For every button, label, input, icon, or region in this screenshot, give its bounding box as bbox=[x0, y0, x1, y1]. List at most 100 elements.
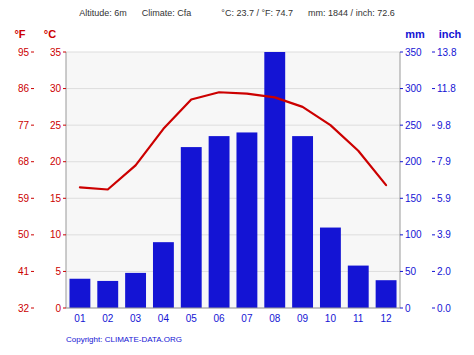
tick bbox=[31, 125, 34, 126]
tick-label: 68 bbox=[18, 156, 30, 167]
plot-area bbox=[66, 52, 400, 308]
tick-label: 50 bbox=[18, 229, 30, 240]
bar bbox=[181, 147, 202, 308]
axis-label: mm bbox=[405, 28, 425, 40]
tick bbox=[63, 308, 66, 309]
tick bbox=[432, 88, 435, 89]
tick-label: 07 bbox=[241, 313, 253, 324]
tick-label: 0.0 bbox=[437, 303, 451, 314]
tick-label: 95 bbox=[18, 47, 30, 58]
tick-label: 9.8 bbox=[437, 120, 451, 131]
tick-label: 200 bbox=[405, 156, 422, 167]
tick-label: 03 bbox=[130, 313, 142, 324]
tick-label: 15 bbox=[50, 193, 62, 204]
tick bbox=[63, 88, 66, 89]
tick-label: 20 bbox=[50, 156, 62, 167]
bar bbox=[97, 281, 118, 308]
tick bbox=[400, 271, 403, 272]
tick-label: 41 bbox=[18, 266, 30, 277]
grid-line bbox=[66, 52, 400, 53]
tick-label: 3.9 bbox=[437, 229, 451, 240]
tick-label: 7.9 bbox=[437, 156, 451, 167]
tick bbox=[31, 198, 34, 199]
tick bbox=[432, 198, 435, 199]
grid-line bbox=[66, 125, 400, 126]
bar bbox=[236, 132, 257, 308]
tick-label: 150 bbox=[405, 193, 422, 204]
tick bbox=[400, 308, 403, 309]
title: Altitude: 6m Climate: Cfa °C: 23.7 / °F:… bbox=[79, 8, 394, 18]
tick-label: 04 bbox=[158, 313, 170, 324]
tick-label: 50 bbox=[405, 266, 417, 277]
tick bbox=[63, 52, 66, 53]
tick bbox=[400, 234, 403, 235]
grid-line bbox=[66, 88, 400, 89]
tick-label: 06 bbox=[214, 313, 226, 324]
bar bbox=[320, 228, 341, 308]
tick bbox=[63, 125, 66, 126]
grid-line bbox=[66, 234, 400, 235]
tick-label: 10 bbox=[50, 229, 62, 240]
tick bbox=[432, 125, 435, 126]
tick-label: 30 bbox=[50, 83, 62, 94]
tick bbox=[31, 88, 34, 89]
tick-label: 35 bbox=[50, 47, 62, 58]
tick-label: 250 bbox=[405, 120, 422, 131]
line bbox=[80, 92, 386, 189]
tick bbox=[31, 308, 34, 309]
bar bbox=[348, 266, 369, 308]
marks bbox=[69, 52, 396, 308]
tick-label: 11.8 bbox=[437, 83, 456, 94]
tick-label: 86 bbox=[18, 83, 30, 94]
bar bbox=[209, 136, 230, 308]
tick-label: 32 bbox=[18, 303, 30, 314]
tick bbox=[31, 271, 34, 272]
bar bbox=[69, 279, 90, 308]
tick-label: 350 bbox=[405, 47, 422, 58]
tick-label: 12 bbox=[381, 313, 393, 324]
tick-label: 100 bbox=[405, 229, 422, 240]
tick bbox=[432, 52, 435, 53]
tick bbox=[63, 161, 66, 162]
annotation: Copyright: CLIMATE-DATA.ORG bbox=[66, 335, 182, 344]
tick bbox=[432, 271, 435, 272]
tick bbox=[400, 52, 403, 53]
grid-line bbox=[66, 161, 400, 162]
tick bbox=[400, 161, 403, 162]
grid-line bbox=[66, 198, 400, 199]
tick-label: 2.0 bbox=[437, 266, 451, 277]
tick-label: 25 bbox=[50, 120, 62, 131]
tick bbox=[63, 271, 66, 272]
axis-label: °C bbox=[44, 28, 56, 40]
tick-label: 02 bbox=[102, 313, 114, 324]
x-axis-line bbox=[66, 308, 400, 309]
tick bbox=[400, 125, 403, 126]
tick-label: 11 bbox=[353, 313, 364, 324]
tick-label: 0 bbox=[55, 303, 61, 314]
tick bbox=[31, 161, 34, 162]
tick bbox=[400, 88, 403, 89]
tick-label: 77 bbox=[18, 120, 30, 131]
tick bbox=[432, 308, 435, 309]
tick-label: 10 bbox=[325, 313, 337, 324]
tick bbox=[63, 234, 66, 235]
tick-label: 13.8 bbox=[437, 47, 457, 58]
axes: 05 10 15 20 25 30 35 32 41 50 59 68 77 86 95 0 50 100 150 2… bbox=[18, 47, 457, 325]
tick-label: 09 bbox=[297, 313, 309, 324]
grid bbox=[66, 52, 400, 308]
tick-label: 59 bbox=[18, 193, 30, 204]
tick bbox=[63, 198, 66, 199]
tick bbox=[400, 198, 403, 199]
bar bbox=[376, 280, 397, 308]
grid-line bbox=[66, 308, 400, 309]
tick bbox=[432, 234, 435, 235]
tick-label: 5.9 bbox=[437, 193, 451, 204]
tick bbox=[432, 161, 435, 162]
tick-label: 01 bbox=[74, 313, 86, 324]
tick bbox=[31, 52, 34, 53]
tick-label: 05 bbox=[186, 313, 198, 324]
tick-label: 08 bbox=[269, 313, 281, 324]
bar bbox=[292, 136, 313, 308]
chart: Altitude: 6m Climate: Cfa °C: 23.7 / °F:… bbox=[0, 0, 474, 355]
y2-axis-line bbox=[400, 52, 401, 308]
